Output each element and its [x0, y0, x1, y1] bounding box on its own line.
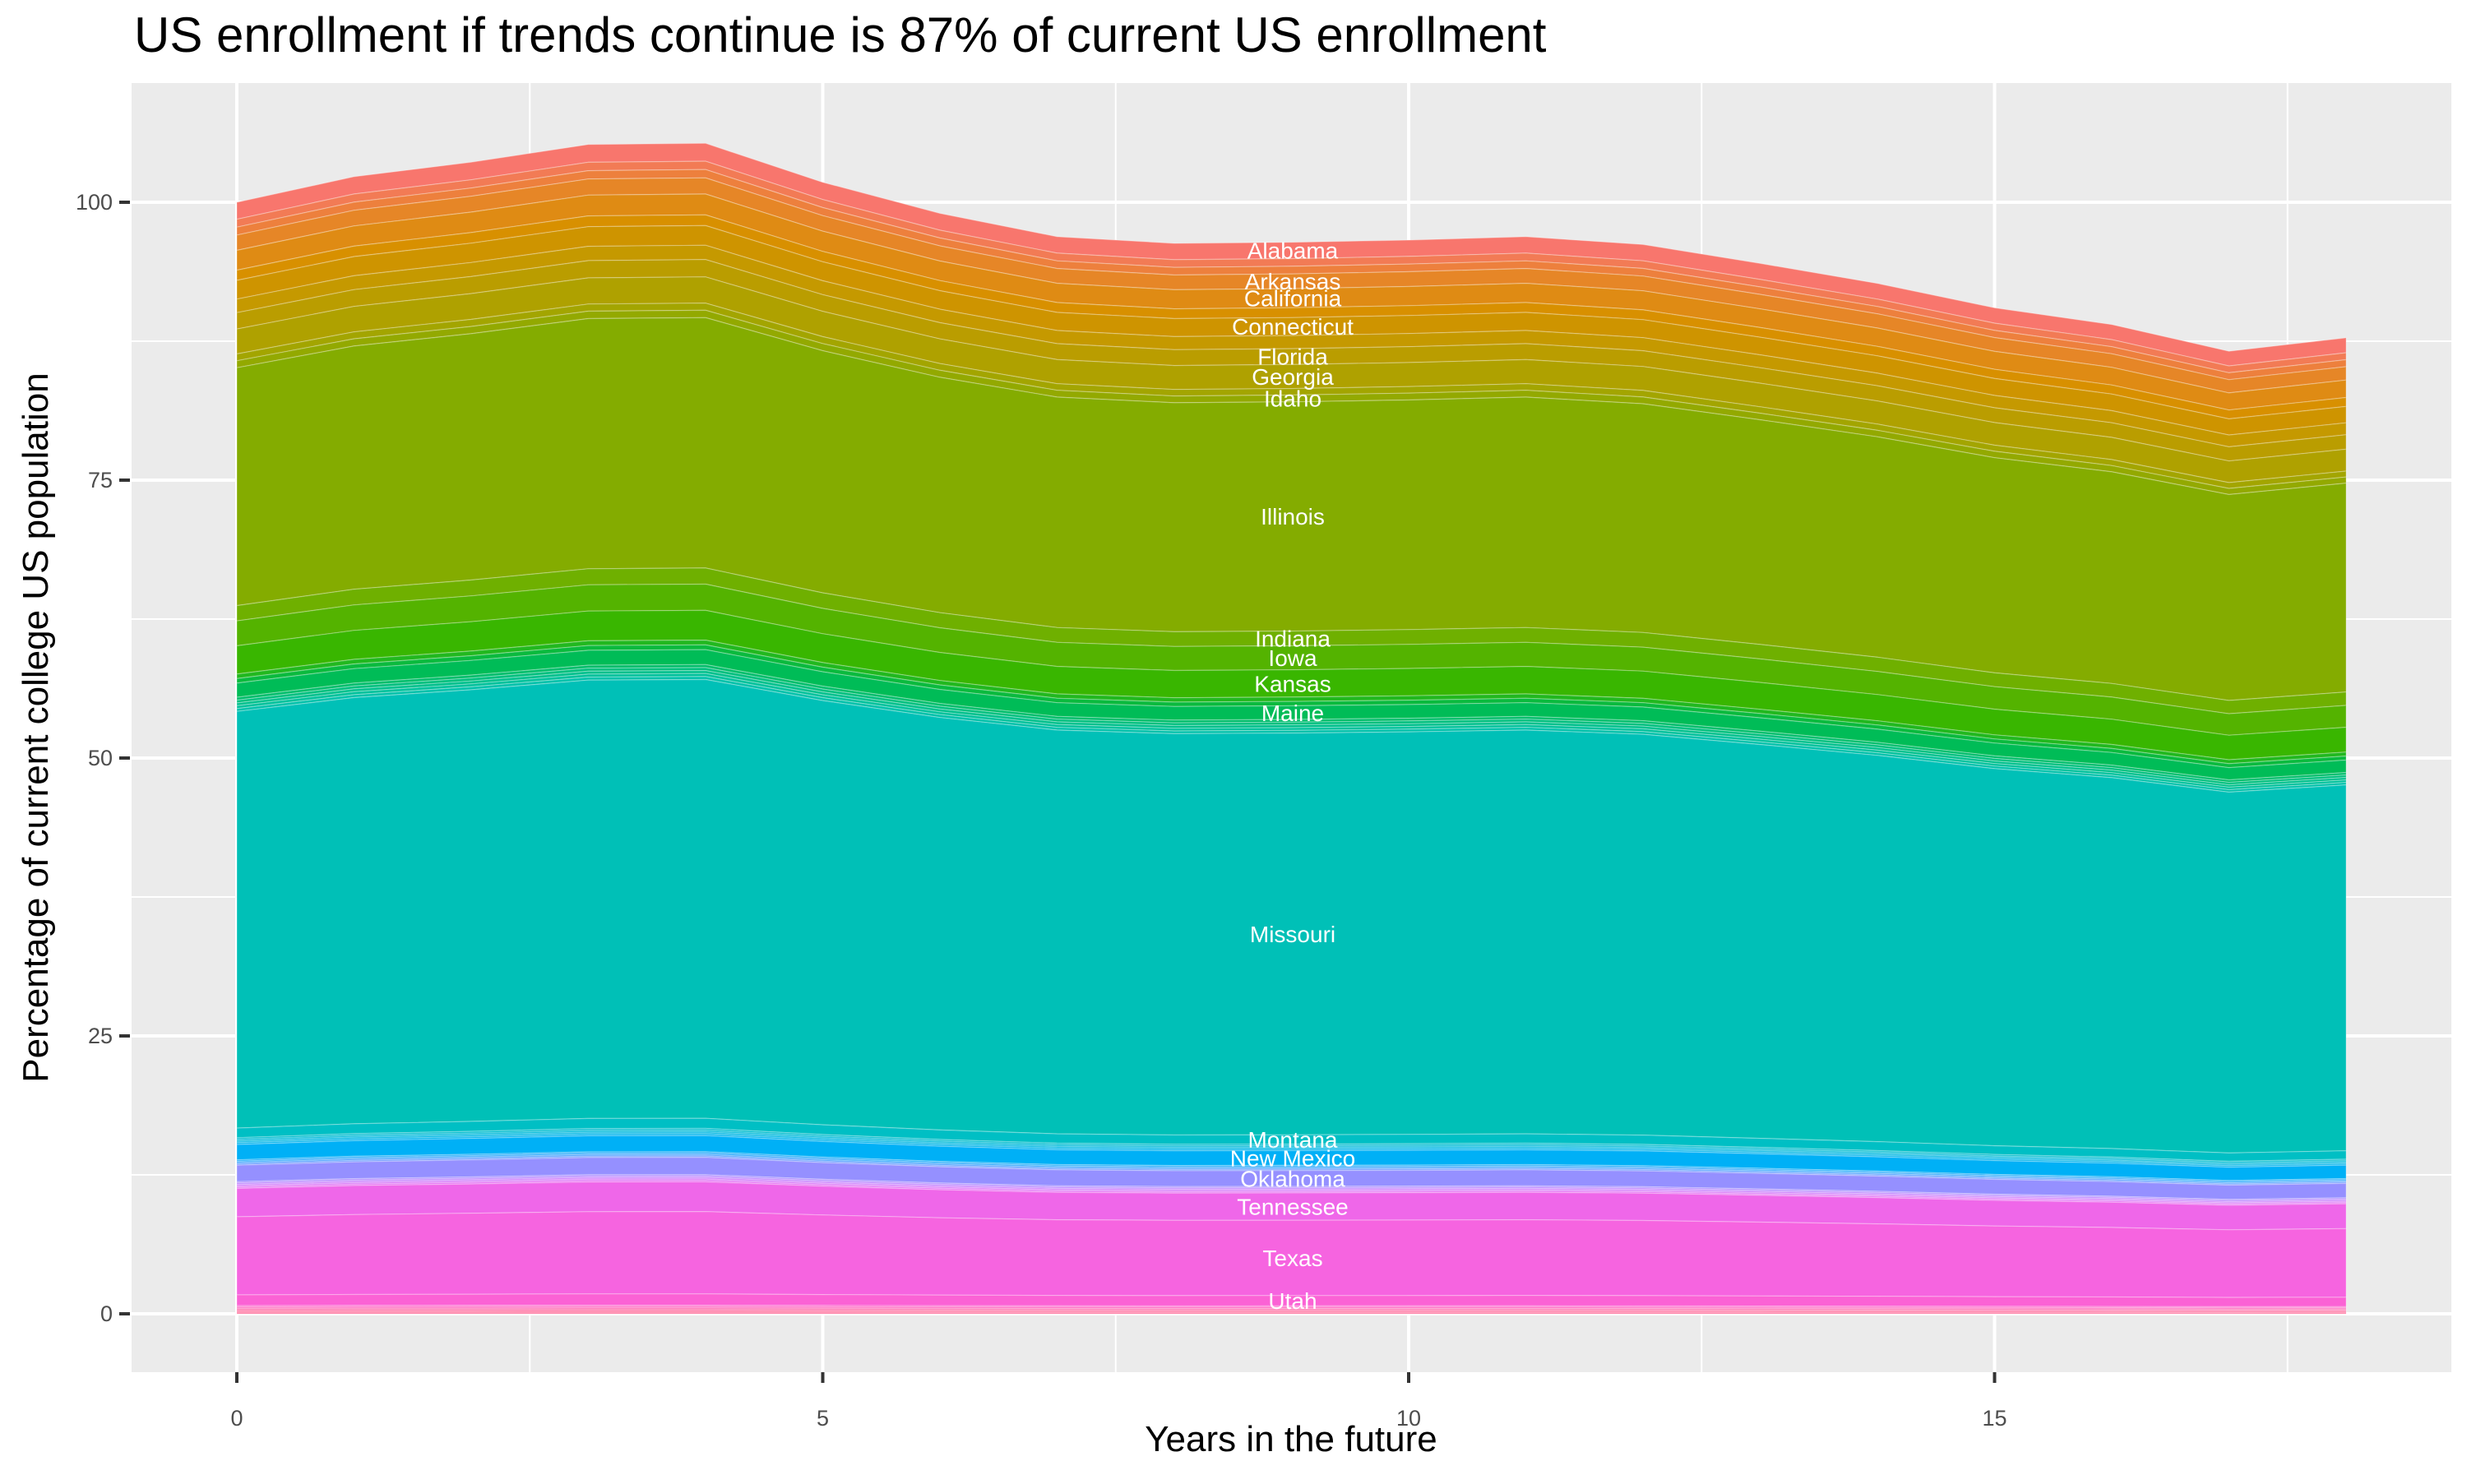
state-bands [236, 142, 2347, 1315]
band-label-alabama: Alabama [1247, 238, 1339, 264]
band-label-idaho: Idaho [1264, 386, 1321, 412]
band-label-tennessee: Tennessee [1237, 1195, 1348, 1220]
state-band-wyoming [236, 1311, 2347, 1315]
band-label-connecticut: Connecticut [1232, 314, 1354, 340]
band-label-maine: Maine [1261, 700, 1324, 726]
band-label-utah: Utah [1268, 1288, 1317, 1314]
y-axis-tick-label: 100 [76, 190, 113, 215]
band-label-florida: Florida [1257, 344, 1328, 370]
band-label-oklahoma: Oklahoma [1240, 1166, 1345, 1191]
x-axis-tick-label: 10 [1396, 1406, 1421, 1431]
x-axis-tick-label: 0 [230, 1406, 243, 1431]
band-label-indiana: Indiana [1255, 626, 1331, 652]
y-axis-tick-label: 25 [88, 1024, 113, 1048]
band-label-california: California [1244, 286, 1342, 312]
band-label-illinois: Illinois [1261, 504, 1325, 529]
band-label-arkansas: Arkansas [1245, 269, 1341, 294]
band-label-texas: Texas [1262, 1246, 1322, 1271]
band-label-kansas: Kansas [1254, 671, 1331, 696]
x-axis-title: Years in the future [1145, 1419, 1437, 1459]
band-label-montana: Montana [1248, 1127, 1338, 1153]
band-label-new-mexico: New Mexico [1230, 1146, 1355, 1172]
y-axis-title: Percentage of current college US populat… [16, 372, 56, 1083]
band-label-iowa: Iowa [1268, 645, 1317, 671]
band-label-georgia: Georgia [1252, 364, 1334, 390]
x-axis-tick-label: 15 [1982, 1406, 2006, 1431]
y-axis-tick-label: 75 [88, 468, 113, 492]
x-axis-tick-label: 5 [817, 1406, 829, 1431]
band-label-missouri: Missouri [1250, 922, 1335, 947]
axes: 0 25 50 75 100 0 5 10 15 [76, 190, 2007, 1431]
chart-title: US enrollment if trends continue is 87% … [134, 7, 1547, 62]
y-axis-tick-label: 0 [100, 1301, 113, 1326]
y-axis-tick-label: 50 [88, 746, 113, 770]
